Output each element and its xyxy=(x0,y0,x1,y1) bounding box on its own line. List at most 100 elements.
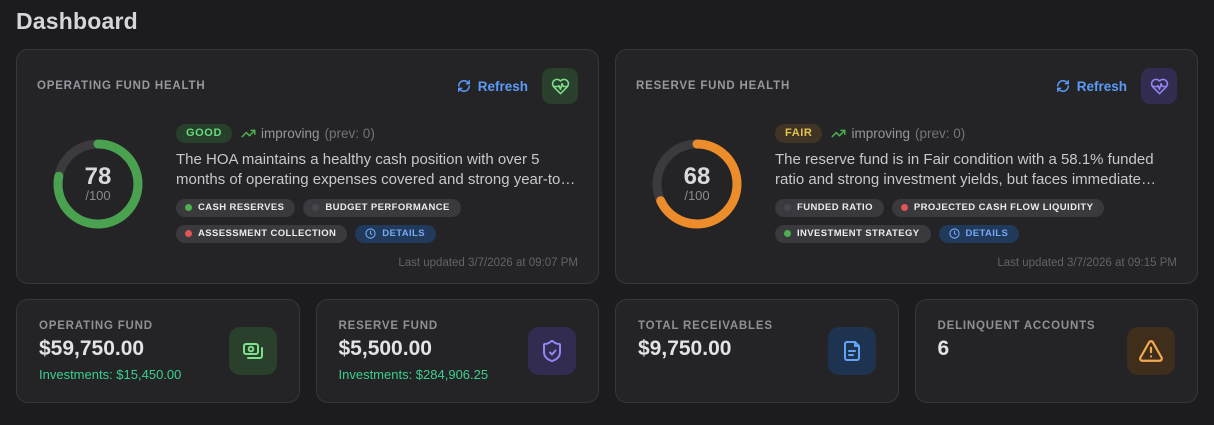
details-label: DETAILS xyxy=(382,227,425,239)
gauge-score: 68 xyxy=(683,163,711,191)
stat-investments: Investments: $284,906.25 xyxy=(338,367,489,382)
reserve-fund-health-card: RESERVE FUND HEALTH Refresh xyxy=(615,49,1198,284)
operating-fund-health-card: OPERATING FUND HEALTH Refresh xyxy=(16,49,599,284)
factor-chip: ASSESSMENT COLLECTION xyxy=(176,224,348,243)
status-dot xyxy=(185,229,192,237)
status-dot xyxy=(312,203,320,211)
factor-chip: PROJECTED CASH FLOW LIQUIDITY xyxy=(891,198,1105,217)
details-button[interactable]: DETAILS xyxy=(355,224,436,243)
stat-cards-row: OPERATING FUND $59,750.00 Investments: $… xyxy=(16,299,1198,403)
stat-value: $59,750.00 xyxy=(39,337,145,360)
refresh-label: Refresh xyxy=(477,78,528,94)
stat-value: $9,750.00 xyxy=(638,337,732,360)
stat-icon-box xyxy=(528,327,576,375)
stat-sub xyxy=(638,367,773,382)
details-button[interactable]: DETAILS xyxy=(938,224,1020,243)
stat-icon-box xyxy=(827,327,876,375)
shield-check-icon xyxy=(540,339,564,363)
stat-label: TOTAL RECEIVABLES xyxy=(638,320,773,332)
status-row: FAIR improving (prev: 0) xyxy=(775,124,1177,144)
stat-label: OPERATING FUND xyxy=(39,320,153,332)
card-header: OPERATING FUND HEALTH Refresh xyxy=(37,68,578,104)
heart-pulse-icon xyxy=(1150,77,1169,96)
factor-chip: CASH RESERVES xyxy=(176,198,296,217)
refresh-icon xyxy=(457,79,471,93)
gauge-max: /100 xyxy=(85,188,111,204)
total-receivables-stat-card: TOTAL RECEIVABLES $9,750.00 xyxy=(615,299,899,403)
trend-indicator: improving (prev: 0) xyxy=(831,126,965,141)
dashboard-page: Dashboard OPERATING FUND HEALTH Refresh xyxy=(16,8,1198,403)
trend-label: improving xyxy=(261,126,320,142)
health-cards-row: OPERATING FUND HEALTH Refresh xyxy=(16,49,1198,284)
chip-label: CASH RESERVES xyxy=(198,201,285,213)
health-description: The HOA maintains a healthy cash positio… xyxy=(176,151,566,188)
gauge-score: 78 xyxy=(84,163,112,191)
factor-chips: CASH RESERVES BUDGET PERFORMANCE ASSESSM… xyxy=(176,198,578,243)
operating-fund-stat-card: OPERATING FUND $59,750.00 Investments: $… xyxy=(16,299,300,403)
health-check-button[interactable] xyxy=(1141,68,1177,104)
factor-chips: FUNDED RATIO PROJECTED CASH FLOW LIQUIDI… xyxy=(775,198,1177,243)
chip-label: FUNDED RATIO xyxy=(797,201,873,213)
chip-label: ASSESSMENT COLLECTION xyxy=(198,227,337,239)
status-row: GOOD improving (prev: 0) xyxy=(176,124,578,144)
card-content: FAIR improving (prev: 0) The reserve fun… xyxy=(775,124,1177,243)
card-title: RESERVE FUND HEALTH xyxy=(636,80,791,92)
stat-icon-box xyxy=(1127,327,1175,375)
status-dot xyxy=(784,229,791,237)
card-content: GOOD improving (prev: 0) The HOA maintai… xyxy=(176,124,578,243)
card-header: RESERVE FUND HEALTH Refresh xyxy=(636,68,1177,104)
chip-label: INVESTMENT STRATEGY xyxy=(797,227,920,239)
stat-icon-box xyxy=(228,327,277,375)
factor-chip: INVESTMENT STRATEGY xyxy=(775,224,931,243)
chip-label: PROJECTED CASH FLOW LIQUIDITY xyxy=(913,201,1094,213)
trend-prev: (prev: 0) xyxy=(324,126,375,142)
health-check-button[interactable] xyxy=(542,68,578,104)
trending-up-icon xyxy=(241,126,256,141)
stat-label: RESERVE FUND xyxy=(338,320,438,332)
score-gauge: 68 /100 xyxy=(649,136,745,232)
stat-value: $5,500.00 xyxy=(338,337,432,360)
stat-investments: Investments: $15,450.00 xyxy=(39,367,182,382)
trend-prev: (prev: 0) xyxy=(915,126,966,142)
file-text-icon xyxy=(840,339,864,363)
refresh-button[interactable]: Refresh xyxy=(1056,79,1127,94)
delinquent-accounts-stat-card: DELINQUENT ACCOUNTS 6 xyxy=(914,299,1198,403)
reserve-fund-stat-card: RESERVE FUND $5,500.00 Investments: $284… xyxy=(315,299,599,403)
trend-label: improving xyxy=(851,126,910,142)
trend-indicator: improving (prev: 0) xyxy=(241,126,375,141)
card-body: 78 /100 GOOD improving (prev: 0) xyxy=(37,114,578,253)
card-body: 68 /100 FAIR improving (prev: 0) xyxy=(636,114,1177,253)
refresh-button[interactable]: Refresh xyxy=(457,79,528,94)
stat-text: DELINQUENT ACCOUNTS 6 xyxy=(938,320,1096,382)
gauge-value: 68 /100 xyxy=(649,136,745,232)
status-badge: FAIR xyxy=(775,124,823,144)
stat-label: DELINQUENT ACCOUNTS xyxy=(937,320,1096,332)
stat-sub xyxy=(938,367,1096,382)
card-title: OPERATING FUND HEALTH xyxy=(37,80,206,92)
refresh-icon xyxy=(1056,79,1070,93)
trending-up-icon xyxy=(831,126,846,141)
refresh-label: Refresh xyxy=(1076,78,1127,94)
page-title: Dashboard xyxy=(16,8,138,34)
clock-icon xyxy=(948,228,960,239)
stat-text: OPERATING FUND $59,750.00 Investments: $… xyxy=(39,320,181,382)
status-dot xyxy=(185,203,192,211)
stat-text: RESERVE FUND $5,500.00 Investments: $284… xyxy=(339,320,489,382)
score-gauge: 78 /100 xyxy=(50,136,146,232)
card-actions: Refresh xyxy=(1056,68,1177,104)
status-dot xyxy=(784,203,791,211)
heart-pulse-icon xyxy=(551,77,570,96)
card-actions: Refresh xyxy=(457,68,578,104)
alert-triangle-icon xyxy=(1138,338,1164,364)
gauge-value: 78 /100 xyxy=(50,136,146,232)
health-description: The reserve fund is in Fair condition wi… xyxy=(775,151,1154,188)
stat-value: 6 xyxy=(937,337,950,360)
last-updated: Last updated 3/7/2026 at 09:15 PM xyxy=(997,257,1177,269)
chip-label: BUDGET PERFORMANCE xyxy=(325,201,450,213)
banknotes-icon xyxy=(241,339,265,363)
gauge-max: /100 xyxy=(684,188,710,204)
clock-icon xyxy=(365,228,376,239)
details-label: DETAILS xyxy=(965,227,1009,239)
status-badge: GOOD xyxy=(176,124,233,144)
factor-chip: FUNDED RATIO xyxy=(775,198,884,217)
